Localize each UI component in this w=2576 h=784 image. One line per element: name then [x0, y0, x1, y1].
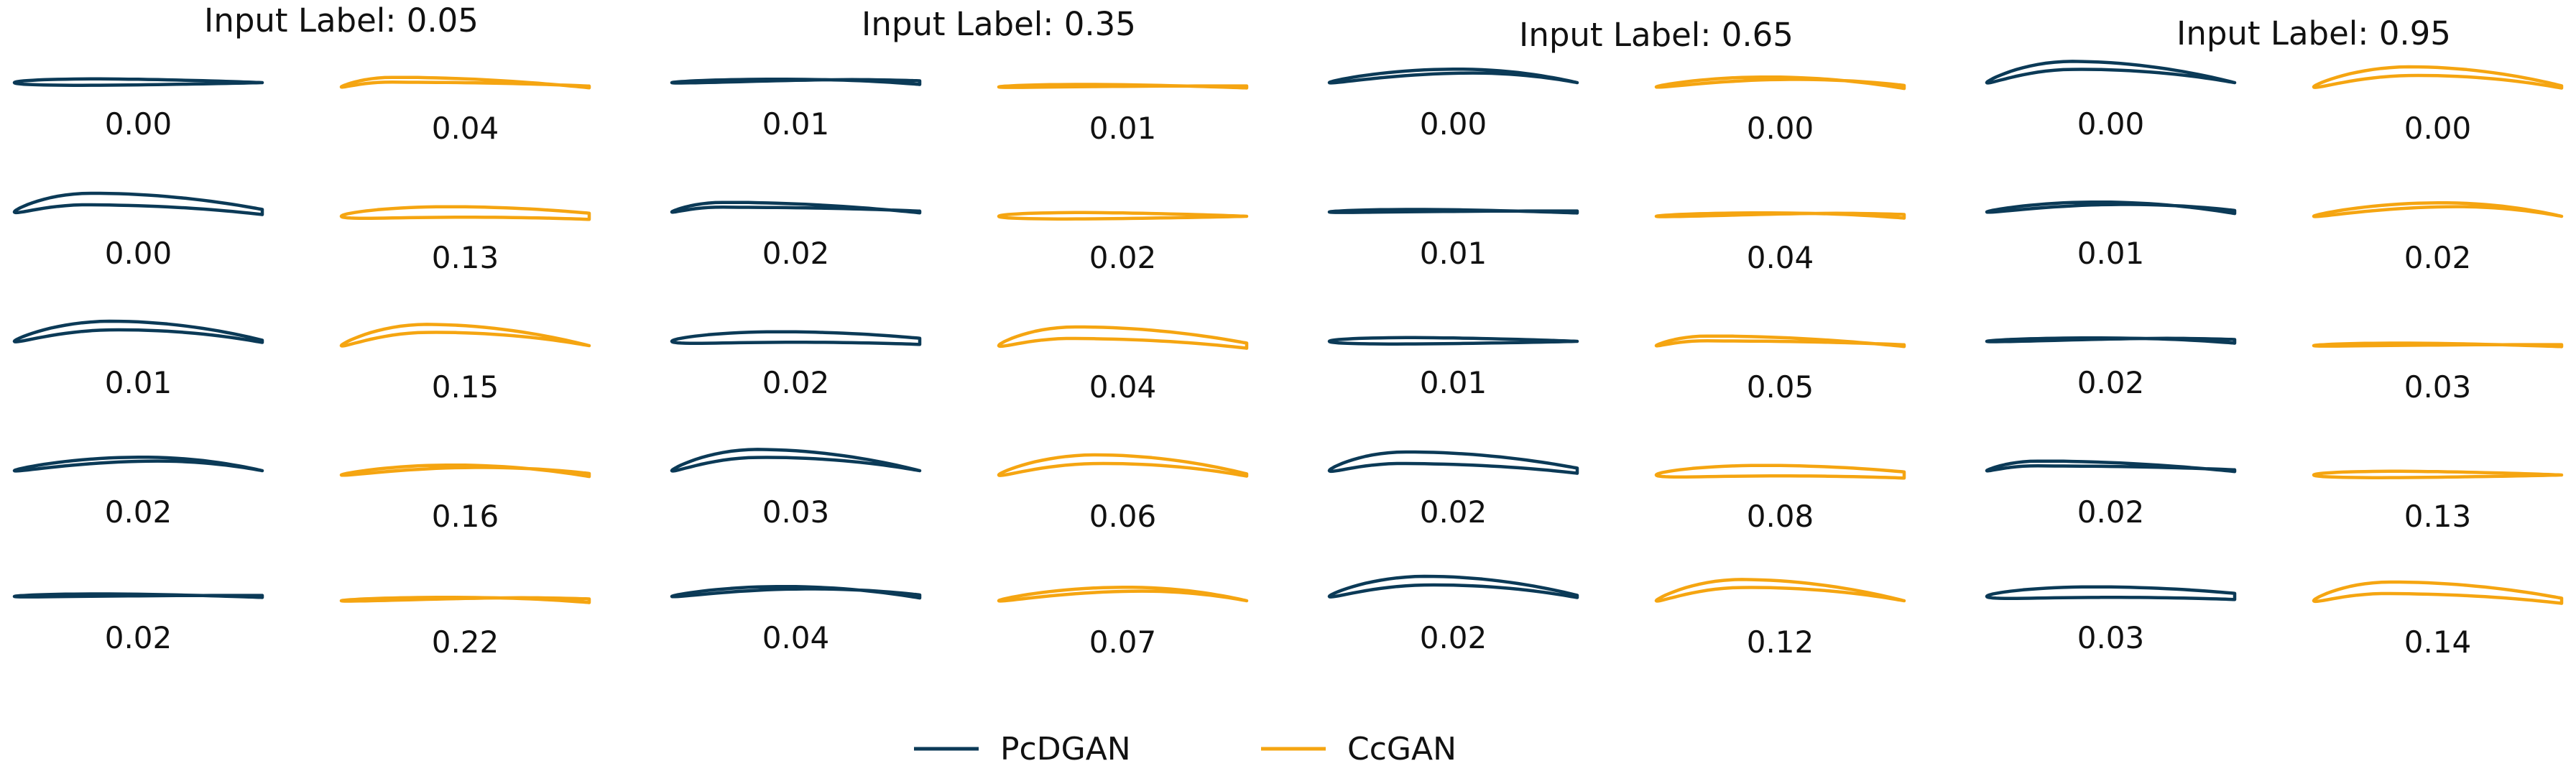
pcdgan-score-label: 0.02 [105, 620, 172, 655]
pcdgan-airfoil-shape [12, 77, 264, 87]
pcdgan-score-label: 0.00 [105, 106, 172, 142]
ccgan-score-label: 0.07 [1089, 624, 1157, 660]
pcdgan-score-label: 0.02 [1420, 494, 1487, 530]
ccgan-airfoil-shape [339, 463, 591, 479]
ccgan-score-label: 0.03 [2404, 369, 2472, 405]
pcdgan-airfoil-shape [12, 592, 264, 599]
ccgan-score-label: 0.00 [1747, 111, 1814, 146]
ccgan-airfoil-shape [2312, 65, 2564, 90]
pcdgan-score-label: 0.02 [762, 236, 830, 271]
ccgan-airfoil-shape [1654, 464, 1906, 480]
ccgan-score-label: 0.04 [432, 111, 499, 146]
pcdgan-airfoil-shape [670, 78, 922, 86]
ccgan-score-label: 0.05 [1747, 369, 1814, 405]
ccgan-airfoil-shape [339, 205, 591, 221]
ccgan-score-label: 0.22 [432, 624, 499, 660]
group-title: Input Label: 0.95 [2176, 14, 2451, 52]
ccgan-score-label: 0.14 [2404, 624, 2472, 660]
ccgan-airfoil-shape [2312, 580, 2564, 605]
ccgan-airfoil-shape [339, 75, 591, 90]
ccgan-airfoil-shape [1654, 578, 1906, 603]
pcdgan-score-label: 0.02 [1420, 620, 1487, 655]
pcdgan-airfoil-shape [670, 448, 922, 473]
group-title: Input Label: 0.05 [204, 1, 479, 40]
pcdgan-score-label: 0.02 [2077, 494, 2145, 530]
ccgan-airfoil-shape [1654, 75, 1906, 91]
ccgan-airfoil-shape [997, 453, 1249, 478]
pcdgan-score-label: 0.03 [2077, 620, 2145, 655]
ccgan-score-label: 0.13 [2404, 499, 2472, 534]
pcdgan-airfoil-shape [1985, 585, 2237, 601]
ccgan-score-label: 0.06 [1089, 499, 1157, 534]
pcdgan-airfoil-shape [12, 191, 264, 216]
pcdgan-airfoil-shape [1327, 336, 1579, 346]
legend-item: CcGAN [1261, 731, 1456, 767]
legend-label: CcGAN [1347, 731, 1456, 767]
pcdgan-score-label: 0.00 [2077, 106, 2145, 142]
ccgan-score-label: 0.02 [2404, 240, 2472, 275]
group-4: Input Label: 0.95 0.00 0.01 0.02 0.02 0.03 0.0… [1985, 14, 2564, 660]
ccgan-score-label: 0.13 [432, 240, 499, 275]
group-2: Input Label: 0.35 0.01 0.02 0.02 0.03 0.04 0.0… [670, 5, 1249, 660]
ccgan-score-label: 0.16 [432, 499, 499, 534]
pcdgan-airfoil-shape [1985, 60, 2237, 85]
legend-item: PcDGAN [914, 731, 1131, 767]
pcdgan-airfoil-shape [670, 330, 922, 346]
ccgan-score-label: 0.04 [1747, 240, 1814, 275]
pcdgan-airfoil-shape [12, 319, 264, 344]
ccgan-airfoil-shape [2312, 341, 2564, 349]
group-3: Input Label: 0.65 0.00 0.01 0.01 0.02 0.02 0.0… [1327, 16, 1906, 660]
pcdgan-airfoil-shape [1985, 459, 2237, 474]
pcdgan-score-label: 0.03 [762, 494, 830, 530]
ccgan-score-label: 0.00 [2404, 111, 2472, 146]
ccgan-airfoil-shape [1654, 211, 1906, 220]
pcdgan-airfoil-shape [12, 456, 264, 473]
pcdgan-score-label: 0.02 [762, 365, 830, 400]
pcdgan-airfoil-shape [1327, 450, 1579, 475]
ccgan-airfoil-shape [1654, 334, 1906, 349]
ccgan-airfoil-shape [997, 83, 1249, 90]
pcdgan-score-label: 0.00 [1420, 106, 1487, 142]
legend-label: PcDGAN [1000, 731, 1131, 767]
pcdgan-airfoil-shape [1327, 574, 1579, 599]
pcdgan-score-label: 0.01 [762, 106, 830, 142]
ccgan-airfoil-shape [997, 325, 1249, 350]
pcdgan-score-label: 0.02 [105, 494, 172, 530]
pcdgan-score-label: 0.02 [2077, 365, 2145, 400]
pcdgan-score-label: 0.01 [1420, 365, 1487, 400]
ccgan-airfoil-shape [997, 211, 1249, 221]
ccgan-airfoil-shape [339, 596, 591, 604]
pcdgan-airfoil-shape [1985, 336, 2237, 345]
ccgan-score-label: 0.02 [1089, 240, 1157, 275]
ccgan-airfoil-shape [339, 323, 591, 348]
pcdgan-airfoil-shape [670, 200, 922, 215]
pcdgan-score-label: 0.01 [105, 365, 172, 400]
ccgan-airfoil-shape [2312, 469, 2564, 479]
pcdgan-score-label: 0.01 [1420, 236, 1487, 271]
ccgan-score-label: 0.01 [1089, 111, 1157, 146]
group-1: Input Label: 0.05 0.00 0.00 0.01 0.02 0.02 0.0… [12, 1, 591, 660]
ccgan-airfoil-shape [997, 586, 1249, 603]
pcdgan-airfoil-shape [1985, 200, 2237, 216]
ccgan-score-label: 0.15 [432, 369, 499, 405]
pcdgan-airfoil-shape [670, 584, 922, 600]
pcdgan-score-label: 0.01 [2077, 236, 2145, 271]
ccgan-score-label: 0.04 [1089, 369, 1157, 405]
ccgan-airfoil-shape [2312, 201, 2564, 218]
pcdgan-score-label: 0.04 [762, 620, 830, 655]
legend: PcDGAN CcGAN [914, 731, 1456, 767]
group-title: Input Label: 0.35 [862, 5, 1136, 43]
pcdgan-airfoil-shape [1327, 68, 1579, 85]
group-title: Input Label: 0.65 [1519, 16, 1793, 54]
pcdgan-score-label: 0.00 [105, 236, 172, 271]
pcdgan-airfoil-shape [1327, 208, 1579, 215]
ccgan-score-label: 0.08 [1747, 499, 1814, 534]
ccgan-score-label: 0.12 [1747, 624, 1814, 660]
